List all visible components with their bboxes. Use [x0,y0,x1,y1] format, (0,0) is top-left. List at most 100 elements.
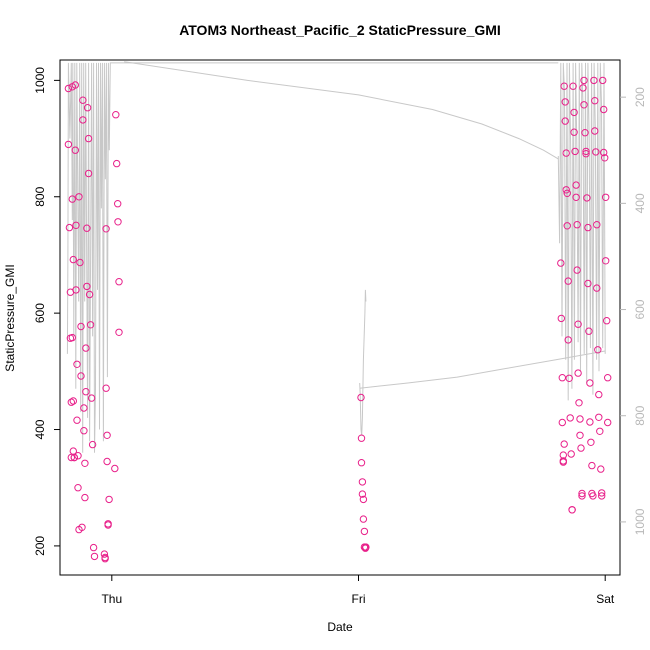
data-point-145 [600,105,608,114]
data-point-19 [73,360,81,368]
data-point-149 [602,257,610,265]
data-point-71 [359,515,368,523]
data-point-78 [557,314,565,323]
y2-tick-label-2: 600 [633,299,647,319]
data-point-120 [582,150,590,158]
y2-tick-label-3: 800 [633,405,647,425]
data-point-45 [88,440,97,449]
data-point-89 [562,186,570,194]
data-point-144 [599,76,607,85]
data-point-130 [589,492,597,500]
data-point-91 [563,222,571,230]
data-point-28 [78,523,86,531]
data-point-31 [80,404,88,412]
data-point-111 [576,431,584,439]
chart-title: ATOM3 Northeast_Pacific_2 StaticPressure… [179,22,501,38]
data-point-76 [362,543,370,551]
y2-tick-label-1: 400 [633,193,647,213]
data-point-54 [103,457,111,466]
data-point-107 [574,320,582,328]
data-point-122 [584,223,592,232]
y-tick-label-3: 800 [33,186,47,206]
data-point-99 [569,82,577,90]
x-tick-label-0: Thu [101,592,122,606]
y2-tick-label-4: 1000 [633,508,647,535]
data-point-1 [64,140,73,149]
data-point-112 [577,444,585,452]
data-point-98 [568,506,576,514]
data-point-65 [357,393,365,402]
data-point-137 [594,346,602,354]
y2-tick-label-0: 200 [633,87,647,107]
data-point-25 [76,258,84,267]
y-axis-label: StaticPressure_GMI [3,264,17,371]
data-point-63 [115,278,123,286]
data-point-10 [68,333,77,342]
data-point-86 [561,98,569,106]
data-point-146 [600,148,608,157]
data-point-116 [580,76,588,85]
data-point-139 [595,413,603,421]
series-lines [66,61,606,453]
data-point-58 [111,464,119,473]
series-line-4 [557,62,606,401]
data-point-21 [74,452,82,460]
data-point-27 [77,372,85,380]
data-point-102 [571,147,579,156]
data-point-37 [83,224,91,232]
data-point-60 [113,159,121,168]
data-point-80 [558,418,566,427]
data-point-152 [604,418,612,427]
data-point-114 [578,492,586,500]
data-point-67 [357,459,366,467]
data-point-124 [585,327,593,335]
data-point-123 [584,279,592,288]
data-point-93 [564,336,572,344]
x-axis-label: Date [327,620,353,634]
data-point-64 [115,328,123,336]
data-point-34 [81,493,89,502]
data-point-62 [114,218,122,226]
data-point-42 [85,290,94,299]
data-point-69 [358,490,367,498]
data-point-22 [74,484,82,492]
data-point-118 [581,129,589,137]
data-point-0 [64,84,73,93]
data-point-66 [357,434,366,442]
data-point-150 [603,317,611,325]
data-point-151 [604,374,612,382]
data-point-61 [114,200,122,208]
data-point-68 [358,478,367,486]
plot-frame [59,59,621,576]
series-line-0 [66,62,559,453]
series-line-3 [359,350,606,389]
data-point-95 [566,414,574,422]
data-point-104 [572,193,580,202]
data-point-94 [565,374,573,382]
data-point-24 [75,193,83,201]
data-point-20 [73,416,81,424]
series-line-2 [359,289,367,436]
data-point-110 [576,415,584,423]
data-point-85 [560,82,568,90]
data-point-135 [593,221,601,229]
data-point-103 [572,181,580,189]
data-point-141 [597,465,605,473]
data-point-57 [105,495,113,504]
data-point-40 [84,134,93,143]
data-point-9 [69,255,78,264]
data-point-51 [102,225,110,233]
data-point-108 [574,369,582,377]
data-point-84 [560,440,568,448]
data-point-56 [104,521,112,529]
data-point-138 [595,390,603,399]
data-point-39 [83,104,92,112]
data-point-117 [580,101,588,109]
x-tick-label-2: Sat [596,592,615,606]
data-point-125 [586,379,594,387]
data-point-92 [564,277,572,285]
data-point-83 [559,458,567,466]
data-point-143 [598,492,606,500]
series-line-1 [124,61,559,160]
y2-axis: 200 400 600 800 1000 [620,87,647,535]
